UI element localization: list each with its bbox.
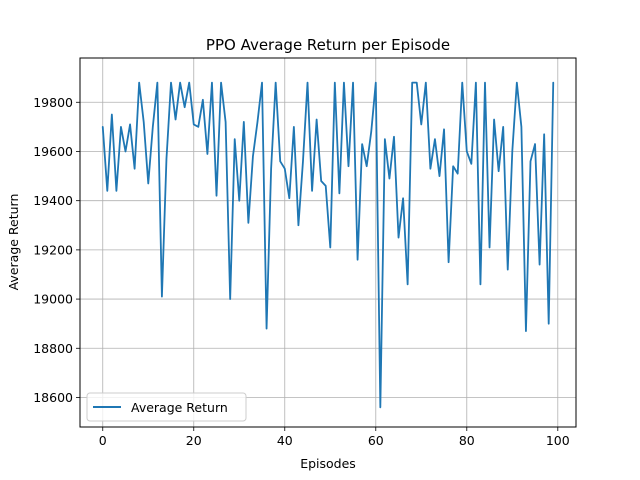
y-tick-label: 19200 [33,242,73,257]
x-axis-label: Episodes [300,456,356,471]
y-axis-label: Average Return [6,194,21,291]
x-tick-label: 20 [186,433,202,448]
y-axis-ticks: 18600 18800 19000 19200 19400 19600 19800 [33,95,80,405]
legend: Average Return [86,392,247,422]
legend-box [86,392,247,422]
y-tick-label: 18600 [33,390,73,405]
y-tick-label: 19600 [33,144,73,159]
y-tick-label: 18800 [33,341,73,356]
legend-entry-average-return: Average Return [131,400,228,415]
chart-title: PPO Average Return per Episode [206,36,450,54]
x-axis-ticks: 0 20 40 60 80 100 [99,427,570,448]
x-tick-label: 40 [277,433,293,448]
y-tick-label: 19000 [33,292,73,307]
y-tick-label: 19800 [33,95,73,110]
x-tick-label: 80 [459,433,475,448]
x-tick-label: 100 [546,433,570,448]
series-layer [101,81,555,409]
x-tick-label: 60 [368,433,384,448]
x-tick-label: 0 [99,433,107,448]
y-tick-label: 19400 [33,193,73,208]
plot-frame [79,57,577,428]
series-line-average-return [101,81,555,409]
